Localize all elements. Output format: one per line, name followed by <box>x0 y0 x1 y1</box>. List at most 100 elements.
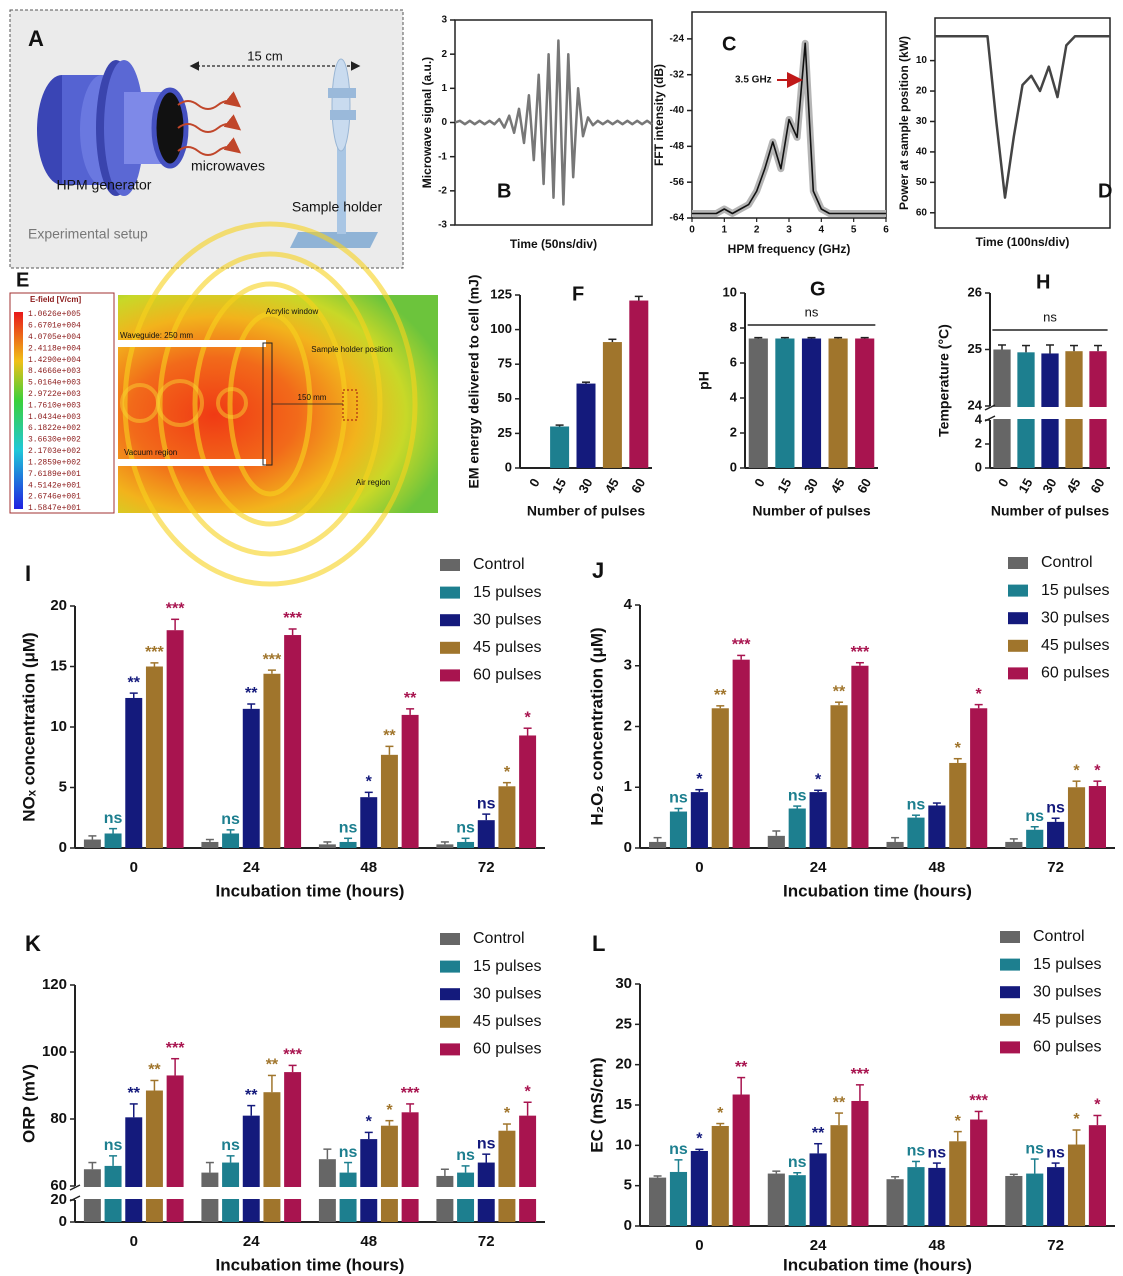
legend-label: 45 pulses <box>1041 637 1110 654</box>
bar <box>222 833 239 848</box>
legend-value: 2.1703e+002 <box>28 447 81 456</box>
x-tick-label: 60 <box>854 476 874 496</box>
bar <box>733 660 750 848</box>
bar <box>576 384 595 468</box>
legend-label: 15 pulses <box>1033 956 1102 973</box>
legend-label: Control <box>1033 928 1085 945</box>
bar <box>1005 1176 1022 1226</box>
x-tick-label: 72 <box>478 1233 495 1250</box>
bar <box>478 820 495 848</box>
x-tick-label: 2 <box>754 225 760 236</box>
bar <box>851 666 868 848</box>
legend-value: 8.4666e+003 <box>28 367 81 376</box>
x-tick-label: 15 <box>774 476 794 496</box>
legend-swatch <box>440 642 460 654</box>
legend-value: 4.0705e+004 <box>28 333 81 342</box>
significance-label: ** <box>245 685 258 702</box>
significance-label: *** <box>283 610 302 627</box>
bar <box>928 1168 945 1226</box>
bar <box>284 635 301 848</box>
legend-value: 2.6746e+001 <box>28 493 81 502</box>
x-axis-label: Incubation time (hours) <box>783 1255 972 1274</box>
y-tick-label: -40 <box>670 105 685 116</box>
panel-label: C <box>722 33 736 55</box>
y-tick-label: 8 <box>730 319 737 334</box>
bar <box>167 1075 184 1222</box>
y-tick-label: 4 <box>975 411 983 426</box>
y-tick-label: 25 <box>615 1015 632 1032</box>
legend-swatch <box>1008 557 1028 569</box>
bar <box>810 792 827 848</box>
x-tick-label: 0 <box>526 476 543 490</box>
significance-label: ** <box>833 1094 846 1111</box>
y-tick-label: 6 <box>730 354 737 369</box>
legend-swatch <box>440 669 460 681</box>
significance-label: ** <box>383 728 396 745</box>
significance-label: ** <box>148 1062 161 1079</box>
x-tick-label: 48 <box>360 1233 377 1250</box>
y-tick-label: 0 <box>59 1213 67 1230</box>
significance-label: * <box>976 686 983 703</box>
legend-value: 1.2859e+002 <box>28 458 81 467</box>
x-tick-label: 0 <box>695 1237 703 1254</box>
bar <box>201 842 218 848</box>
x-axis-label: Incubation time (hours) <box>783 881 972 900</box>
significance-label: *** <box>732 637 751 654</box>
significance-label: ** <box>266 1057 279 1074</box>
significance-label: ns <box>104 810 123 827</box>
bar <box>381 1126 398 1222</box>
waveguide-wall <box>118 340 266 347</box>
x-tick-label: 5 <box>851 225 857 236</box>
legend-value: 1.4290e+004 <box>28 356 81 365</box>
y-tick-label: 100 <box>490 321 512 336</box>
y-tick-label: 25 <box>968 341 982 356</box>
significance-label: ns <box>1046 799 1065 816</box>
y-tick-label: 2 <box>624 717 632 734</box>
y-tick-label: 26 <box>968 284 982 299</box>
bar <box>649 842 666 848</box>
y-tick-label: 15 <box>615 1096 632 1113</box>
bar <box>381 755 398 848</box>
legend-label: 45 pulses <box>473 639 542 656</box>
x-tick-label: 24 <box>243 859 260 876</box>
bar <box>1068 787 1085 848</box>
panel-label: A <box>28 26 44 51</box>
x-tick-label: 45 <box>1063 476 1083 496</box>
y-tick-label: 4 <box>624 596 633 613</box>
bar <box>691 1151 708 1226</box>
legend-label: Control <box>473 930 525 947</box>
significance-label: *** <box>401 1085 420 1102</box>
bar <box>887 1179 904 1226</box>
x-tick-label: 1 <box>722 225 728 236</box>
signal-line <box>455 41 652 205</box>
bar <box>749 339 768 469</box>
panel-a: A 15 cm HPM generator microwaves Sample … <box>10 10 403 268</box>
legend-value: 3.6630e+002 <box>28 436 81 445</box>
bar <box>775 339 794 469</box>
y-tick-label: 25 <box>498 425 512 440</box>
y-tick-label: 50 <box>916 177 928 188</box>
bar <box>851 1101 868 1226</box>
annotation: Sample holder position <box>311 345 392 354</box>
annotation: 150 mm <box>298 393 327 402</box>
significance-label: ns <box>477 795 496 812</box>
x-tick-label: 15 <box>549 476 569 496</box>
bar <box>360 1139 377 1222</box>
bar <box>1068 1145 1085 1226</box>
holder-part <box>330 110 356 120</box>
bar <box>125 698 142 848</box>
y-tick-label: 10 <box>50 718 67 735</box>
bar <box>125 1117 142 1222</box>
bar <box>712 1126 729 1226</box>
y-tick-label: 24 <box>968 397 983 412</box>
legend-label: 60 pulses <box>1033 1039 1102 1056</box>
bar <box>949 1141 966 1226</box>
holder-head <box>332 59 350 151</box>
significance-label: ns <box>221 1137 240 1154</box>
legend-swatch <box>1000 931 1020 943</box>
y-tick-label: 0 <box>59 839 67 856</box>
significance-label: ns <box>669 790 688 807</box>
legend-value: 1.5847e+001 <box>28 504 81 513</box>
bar <box>105 833 122 848</box>
significance-label: *** <box>145 644 164 661</box>
